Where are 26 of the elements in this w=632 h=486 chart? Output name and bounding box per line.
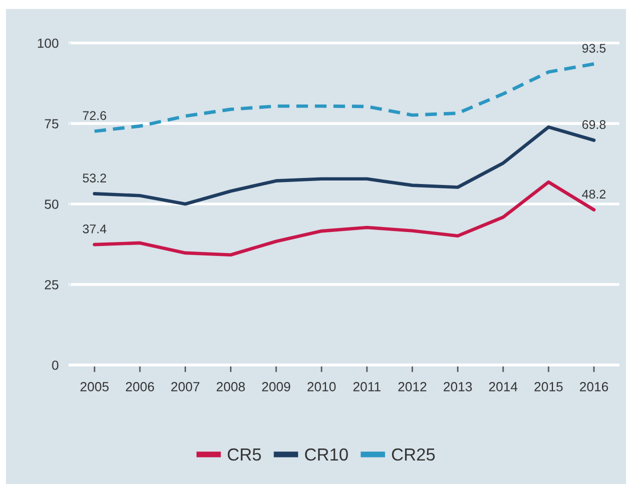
data-label: 72.6 bbox=[82, 111, 106, 120]
x-tick-label: 2014 bbox=[489, 382, 518, 392]
x-tick-label: 2005 bbox=[80, 382, 109, 392]
legend-label: CR5 bbox=[228, 448, 261, 461]
x-tick-label: 2012 bbox=[398, 382, 426, 392]
x-tick-label: 2011 bbox=[353, 382, 380, 392]
x-tick-label: 2016 bbox=[580, 382, 608, 392]
data-label: 69.8 bbox=[582, 120, 606, 130]
y-tick-label: 50 bbox=[44, 200, 58, 209]
y-tick-label: 75 bbox=[44, 119, 58, 128]
legend-label: CR10 bbox=[305, 448, 348, 461]
x-tick-label: 2009 bbox=[262, 382, 290, 392]
x-tick-label: 2008 bbox=[216, 382, 245, 392]
legend-label: CR25 bbox=[392, 448, 435, 461]
data-label: 93.5 bbox=[582, 44, 606, 53]
x-tick-label: 2007 bbox=[171, 382, 200, 392]
x-tick-label: 2006 bbox=[126, 382, 154, 392]
data-label: 48.2 bbox=[582, 190, 606, 199]
data-label: 53.2 bbox=[82, 174, 106, 182]
y-tick-label: 25 bbox=[44, 280, 58, 290]
data-label: 37.4 bbox=[82, 224, 106, 234]
y-tick-label: 0 bbox=[52, 360, 58, 370]
x-tick-label: 2015 bbox=[534, 382, 563, 392]
x-tick-label: 2010 bbox=[308, 382, 336, 392]
x-tick-label: 2013 bbox=[444, 382, 472, 392]
y-tick-label: 100 bbox=[38, 38, 58, 48]
